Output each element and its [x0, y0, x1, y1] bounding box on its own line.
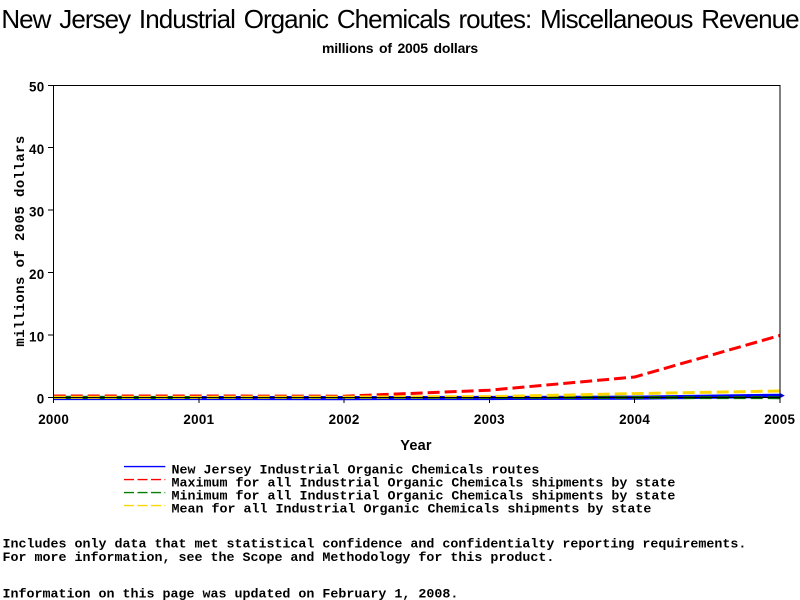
svg-text:Includes only data that met st: Includes only data that met statistical … [3, 538, 747, 553]
svg-text:2000: 2000 [38, 412, 69, 427]
svg-text:Information on this page was u: Information on this page was updated on … [3, 588, 459, 600]
svg-text:2002: 2002 [329, 412, 360, 427]
svg-text:2005: 2005 [764, 412, 795, 427]
svg-text:New Jersey Industrial Organic: New Jersey Industrial Organic Chemicals … [172, 464, 540, 479]
svg-text:2004: 2004 [619, 412, 650, 427]
svg-text:20: 20 [29, 267, 45, 282]
svg-text:Minimum for all Industrial Org: Minimum for all Industrial Organic Chemi… [172, 490, 676, 505]
svg-text:2001: 2001 [183, 412, 214, 427]
svg-text:For more information, see the: For more information, see the Scope and … [3, 551, 555, 566]
svg-text:0: 0 [37, 392, 45, 407]
svg-text:50: 50 [29, 80, 45, 95]
svg-text:Maximum for all Industrial Org: Maximum for all Industrial Organic Chemi… [172, 477, 676, 492]
svg-text:Year: Year [400, 438, 432, 454]
svg-text:10: 10 [29, 329, 45, 344]
svg-text:Mean for all Industrial Organi: Mean for all Industrial Organic Chemical… [172, 503, 652, 518]
svg-text:2003: 2003 [474, 412, 505, 427]
svg-text:30: 30 [29, 205, 45, 220]
svg-text:40: 40 [29, 142, 45, 157]
svg-text:millions of 2005 dollars: millions of 2005 dollars [13, 135, 29, 346]
